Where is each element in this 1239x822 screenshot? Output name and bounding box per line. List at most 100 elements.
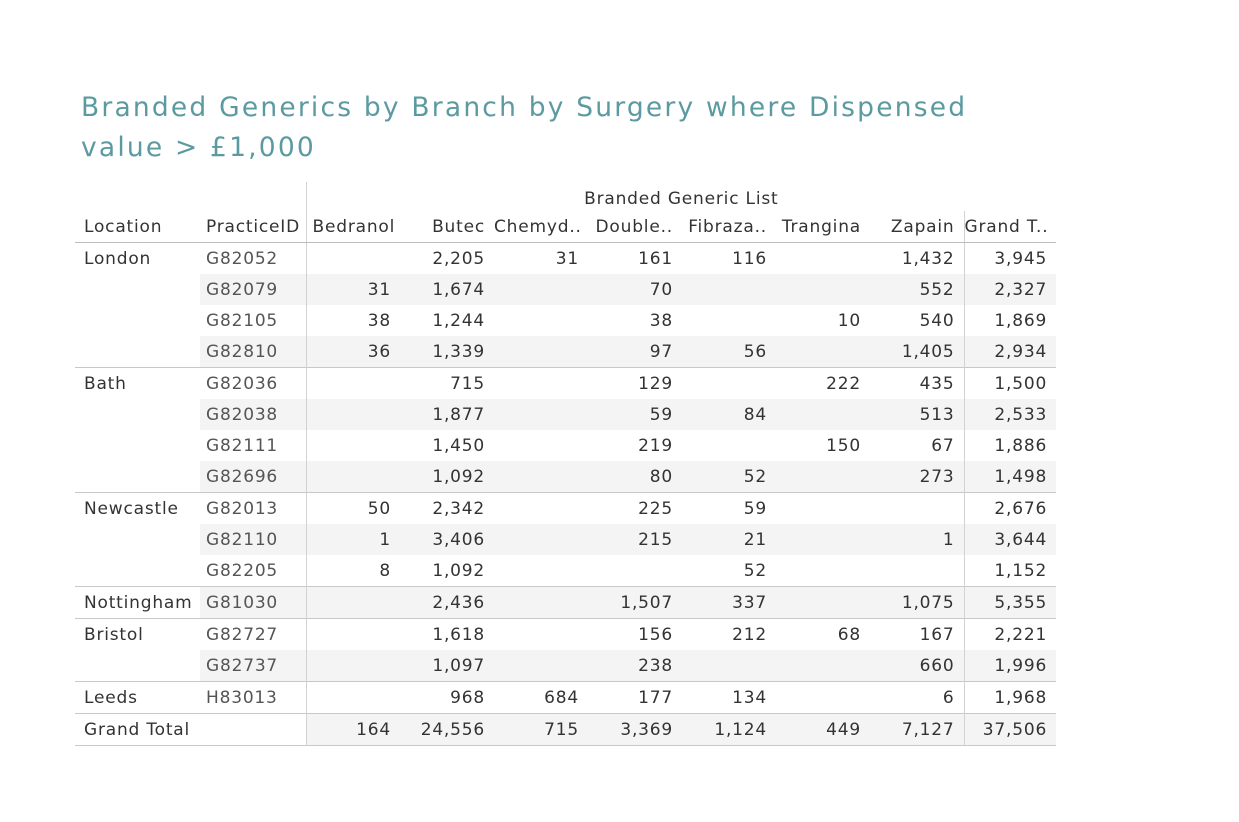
column-header: Fibraza.. xyxy=(682,211,776,243)
value-cell xyxy=(494,461,588,493)
value-cell xyxy=(776,461,870,493)
value-cell: 80 xyxy=(588,461,682,493)
table-row: Bristol G82727 1,618 156 212 68 167 2,221 xyxy=(75,618,1057,650)
value-cell xyxy=(305,650,400,682)
value-cell: 150 xyxy=(826,435,861,456)
row-total-cell: 5,355 xyxy=(963,586,1057,619)
practice-id-cell: G82696 xyxy=(200,461,306,493)
value-cell: 3,406 xyxy=(400,524,494,555)
value-cell: 212 xyxy=(682,618,776,650)
value-cell: 552 xyxy=(870,274,964,305)
practice-id-cell: G82038 xyxy=(200,399,306,430)
row-total-cell: 1,886 xyxy=(963,430,1057,461)
value-cell: 513 xyxy=(870,399,964,430)
practice-id-cell: G82111 xyxy=(206,435,279,456)
practice-id-cell: G82052 xyxy=(206,248,279,269)
value-cell: 225 xyxy=(588,492,682,524)
value-cell: 1 xyxy=(870,524,964,555)
value-cell xyxy=(494,367,588,399)
value-cell: 2,436 xyxy=(400,586,494,619)
practice-id-cell: G82810 xyxy=(200,336,306,368)
location-cell: Bristol xyxy=(75,618,200,650)
table-row: Bath G82036 715 129 222 435 1,500 xyxy=(75,367,1057,399)
value-cell: 1,674 xyxy=(400,274,494,305)
value-cell: 1,618 xyxy=(400,618,494,650)
value-cell: 1,339 xyxy=(400,336,494,368)
practice-id-cell: G82205 xyxy=(206,560,279,581)
column-group-header-row: Branded Generic List xyxy=(75,182,1057,211)
row-total-cell: 1,996 xyxy=(963,650,1057,682)
practice-id-cell: G82036 xyxy=(200,367,306,399)
value-cell xyxy=(305,399,400,430)
value-cell xyxy=(494,399,588,430)
value-cell xyxy=(305,430,400,461)
value-cell: 36 xyxy=(305,336,400,368)
value-cell xyxy=(776,243,870,275)
column-total-cell: 1,124 xyxy=(682,713,776,746)
location-header: Location xyxy=(75,211,200,243)
value-cell: 1,092 xyxy=(400,461,494,493)
value-cell: 52 xyxy=(682,461,776,493)
location-cell xyxy=(75,399,200,430)
row-total-cell: 1,869 xyxy=(963,305,1057,336)
location-cell: Nottingham xyxy=(75,586,200,619)
table-row: Newcastle G82013 50 2,342 225 59 2,676 xyxy=(75,492,1057,524)
value-cell xyxy=(776,650,870,682)
grand-total-row: Grand Total 164 24,556 715 3,369 1,124 449 7,12… xyxy=(75,713,1057,746)
value-cell: 156 xyxy=(588,618,682,650)
value-cell xyxy=(682,305,776,336)
value-cell: 38 xyxy=(649,310,673,331)
location-cell xyxy=(75,524,200,555)
value-cell xyxy=(494,430,588,461)
column-total-cell: 24,556 xyxy=(400,713,494,746)
value-cell: 167 xyxy=(870,618,964,650)
practice-id-cell: H83013 xyxy=(200,681,306,714)
value-cell xyxy=(494,274,588,305)
value-cell: 273 xyxy=(870,461,964,493)
value-cell xyxy=(588,555,682,587)
location-cell: Leeds xyxy=(75,681,200,714)
value-cell xyxy=(682,367,776,399)
location-cell: London xyxy=(84,248,152,269)
location-cell: Bath xyxy=(75,367,200,399)
value-cell: 1,507 xyxy=(588,586,682,619)
grand-total-value: 37,506 xyxy=(963,713,1057,746)
practice-id-header: PracticeID xyxy=(200,211,306,243)
value-cell: 134 xyxy=(682,681,776,714)
value-cell: 129 xyxy=(588,367,682,399)
value-cell xyxy=(776,586,870,619)
value-cell: 1,432 xyxy=(901,248,955,269)
value-cell: 1,092 xyxy=(432,560,485,581)
value-cell: 67 xyxy=(931,435,955,456)
practice-id-cell: G82737 xyxy=(200,650,306,682)
row-total-cell: 2,221 xyxy=(963,618,1057,650)
column-header: Double.. xyxy=(588,211,682,243)
row-total-cell: 1,152 xyxy=(963,555,1057,587)
row-total-cell: 1,498 xyxy=(963,461,1057,493)
value-cell: 31 xyxy=(305,274,400,305)
value-cell: 68 xyxy=(776,618,870,650)
column-total-cell: 715 xyxy=(494,713,588,746)
value-cell xyxy=(776,681,870,714)
value-cell: 116 xyxy=(732,248,767,269)
value-cell: 1,244 xyxy=(432,310,485,331)
row-total-cell: 3,644 xyxy=(963,524,1057,555)
value-cell: 84 xyxy=(682,399,776,430)
value-cell: 2,205 xyxy=(432,248,485,269)
column-total-cell: 3,369 xyxy=(588,713,682,746)
column-header: Chemyd.. xyxy=(494,211,588,243)
value-cell xyxy=(305,242,400,274)
value-cell xyxy=(305,618,400,650)
value-cell: 52 xyxy=(743,560,767,581)
value-cell xyxy=(870,555,964,587)
table-row: G82111 1,450 219 150 67 1,886 xyxy=(75,430,1057,461)
value-cell: 684 xyxy=(494,681,588,714)
value-cell: 2,342 xyxy=(400,492,494,524)
value-cell: 8 xyxy=(305,555,400,587)
value-cell xyxy=(305,367,400,399)
table-row: G82110 1 3,406 215 21 1 3,644 xyxy=(75,524,1057,555)
row-total-cell: 2,676 xyxy=(963,492,1057,524)
value-cell xyxy=(870,492,964,524)
value-cell: 968 xyxy=(400,681,494,714)
value-cell xyxy=(776,336,870,368)
